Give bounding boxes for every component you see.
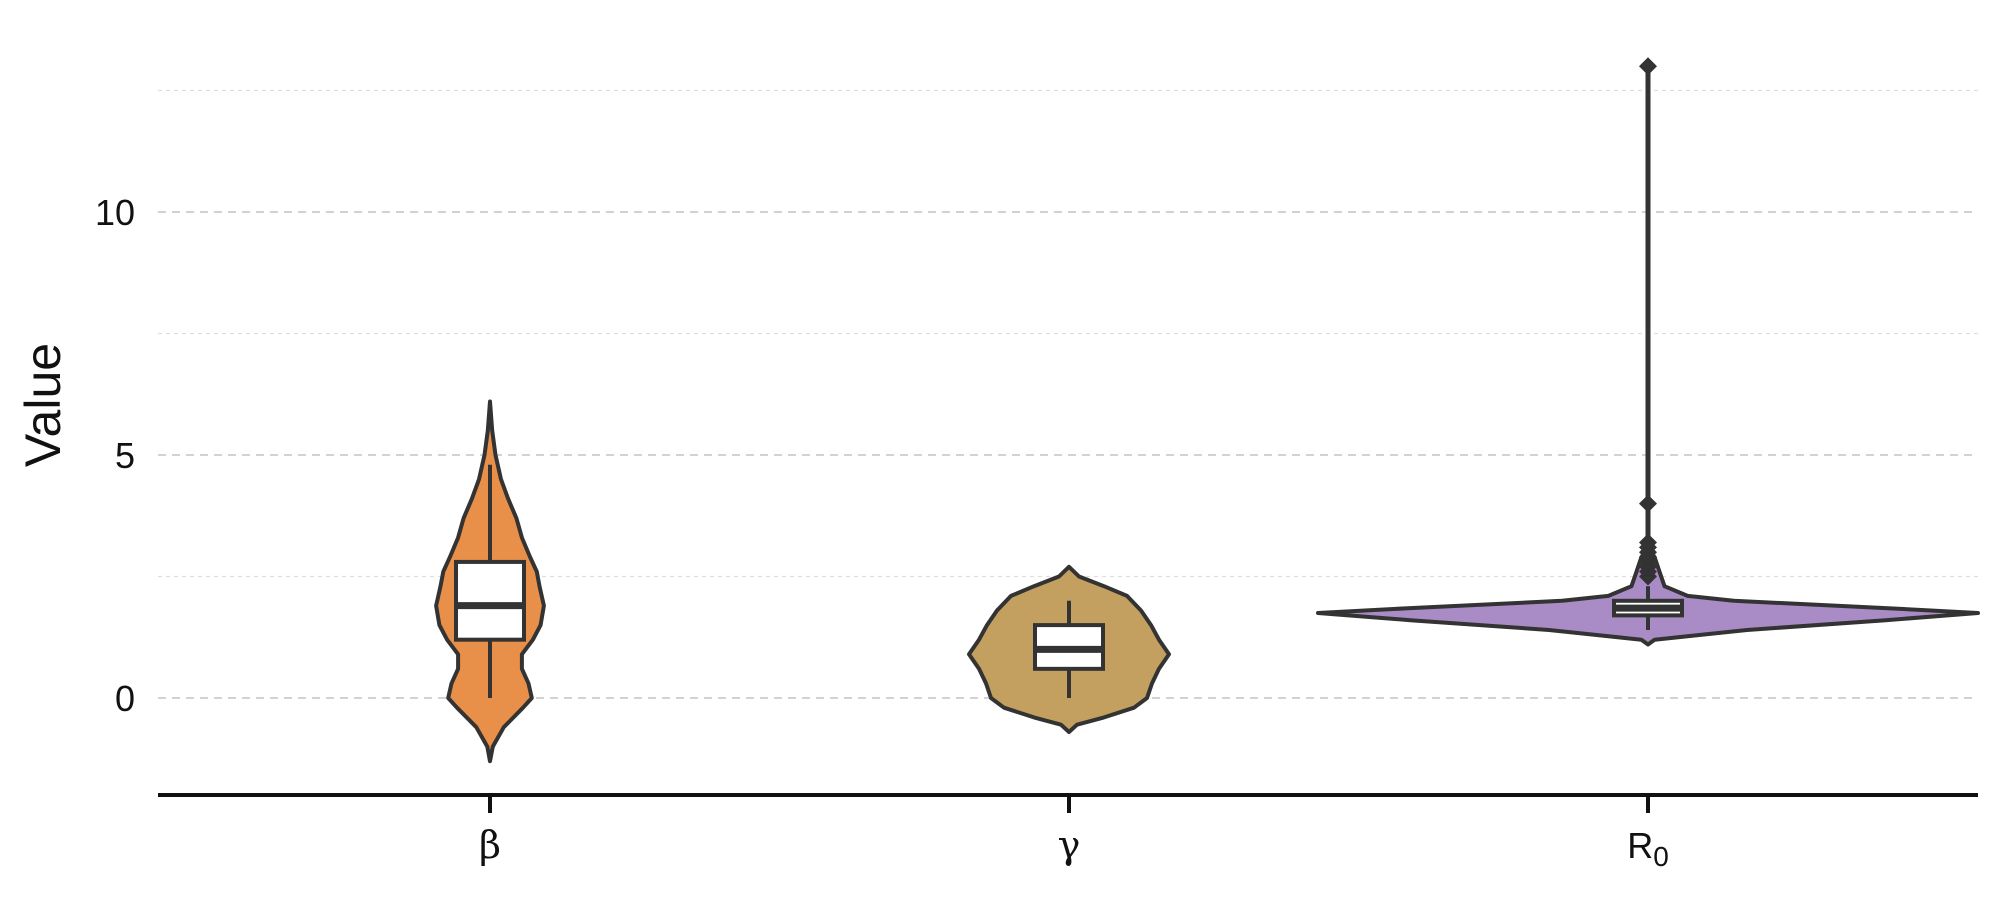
y-tick-label: 10	[95, 192, 135, 233]
y-axis-title: Value	[15, 343, 71, 467]
outlier-marker	[1639, 533, 1657, 552]
outlier-marker	[1639, 494, 1657, 513]
x-tick-label: β	[479, 823, 501, 867]
violins	[434, 57, 1980, 764]
violin-group	[1316, 57, 1980, 647]
y-tick-label: 0	[115, 678, 135, 719]
y-tick-label: 5	[115, 435, 135, 476]
x-tick-label-text: R	[1627, 825, 1653, 866]
outlier-marker	[1639, 57, 1657, 76]
x-tick-label-subscript: 0	[1653, 841, 1669, 872]
violin-group	[434, 399, 546, 764]
violin-group	[967, 564, 1171, 734]
x-tick-label-text: β	[479, 823, 501, 867]
x-tick-label: γ	[1058, 823, 1081, 867]
box-iqr	[454, 559, 526, 642]
x-tick-label-text: γ	[1058, 823, 1081, 867]
x-tick-label: R0	[1627, 825, 1669, 872]
